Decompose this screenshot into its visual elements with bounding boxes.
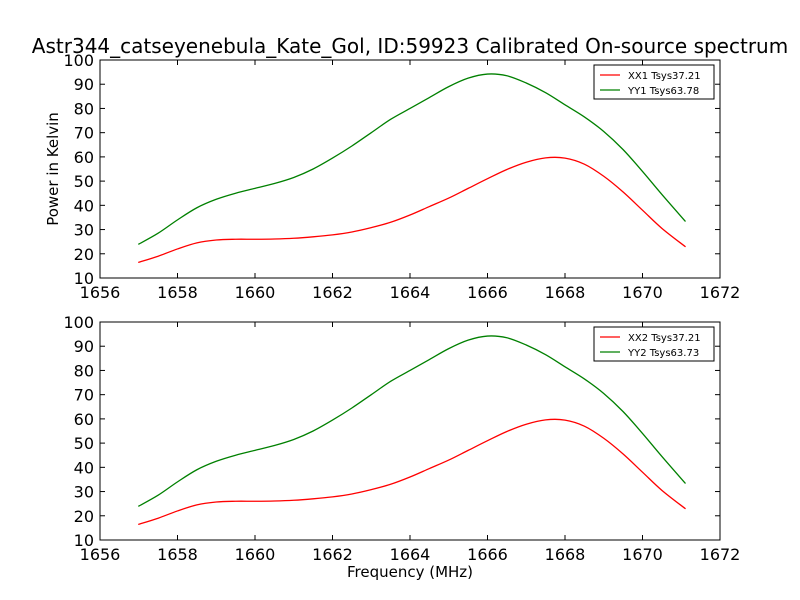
top-x-tick-label: 1664 xyxy=(390,283,431,302)
bottom-x-tick-label: 1660 xyxy=(235,545,276,564)
top-series-group xyxy=(138,73,686,263)
bottom-y-tick-label: 60 xyxy=(74,410,94,429)
top-y-tick-label: 80 xyxy=(74,99,94,118)
top-y-tick-label: 60 xyxy=(74,148,94,167)
top-x-tick-label: 1668 xyxy=(545,283,586,302)
top-x-tick-label: 1656 xyxy=(80,283,121,302)
top-legend-label-yy: YY1 Tsys63.78 xyxy=(627,86,699,97)
bottom-legend-label-xx: XX2 Tsys37.21 xyxy=(628,333,701,344)
bottom-series-group xyxy=(138,335,686,525)
bottom-panel: 1656 1658 1660 1662 1664 1666 1668 1670 1672 10 20… xyxy=(63,313,740,581)
bottom-x-tick-label: 1670 xyxy=(622,545,663,564)
bottom-x-tick-label: 1664 xyxy=(390,545,431,564)
bottom-x-tick-label: 1658 xyxy=(157,545,198,564)
bottom-x-tick-label: 1666 xyxy=(467,545,508,564)
bottom-legend-box xyxy=(593,326,715,362)
bottom-legend-label-yy: YY2 Tsys63.73 xyxy=(627,348,699,359)
top-y-tick-label: 90 xyxy=(74,75,94,94)
bottom-y-tick-label: 70 xyxy=(74,386,94,405)
top-y-tick-label: 10 xyxy=(74,269,94,288)
top-y-tick-label: 100 xyxy=(63,51,94,70)
bottom-series-line-xx xyxy=(138,418,686,525)
bottom-y-tick-label: 100 xyxy=(63,313,94,332)
top-legend-box xyxy=(593,64,715,100)
top-series-line-xx xyxy=(138,156,686,263)
bottom-series-line-yy xyxy=(138,335,686,507)
bottom-y-tick-label: 80 xyxy=(74,361,94,380)
top-y-tick-label: 70 xyxy=(74,124,94,143)
bottom-y-tick-label: 20 xyxy=(74,507,94,526)
chart-title: Astr344_catseyenebula_Kate_Gol, ID:59923… xyxy=(32,34,788,58)
top-y-tick-label: 30 xyxy=(74,221,94,240)
top-x-tick-label: 1658 xyxy=(157,283,198,302)
top-x-tick-label: 1660 xyxy=(235,283,276,302)
top-y-axis-label: Power in Kelvin xyxy=(44,112,62,226)
top-x-tick-label: 1672 xyxy=(700,283,741,302)
bottom-x-tick-label: 1662 xyxy=(312,545,353,564)
top-x-tick-label: 1662 xyxy=(312,283,353,302)
bottom-y-tick-label: 30 xyxy=(74,483,94,502)
top-y-tick-label: 20 xyxy=(74,245,94,264)
bottom-y-tick-label: 50 xyxy=(74,434,94,453)
bottom-y-tick-label: 40 xyxy=(74,458,94,477)
bottom-y-tick-label: 90 xyxy=(74,337,94,356)
top-series-line-yy xyxy=(138,73,686,245)
top-x-tick-label: 1666 xyxy=(467,283,508,302)
top-panel: 1656 1658 1660 1662 1664 1666 1668 1670 1672 10 20… xyxy=(44,51,740,302)
top-legend-label-xx: XX1 Tsys37.21 xyxy=(628,71,701,82)
top-y-tick-label: 40 xyxy=(74,196,94,215)
bottom-x-axis-label: Frequency (MHz) xyxy=(347,563,473,581)
bottom-legend: XX2 Tsys37.21 YY2 Tsys63.73 xyxy=(593,326,715,362)
top-legend: XX1 Tsys37.21 YY1 Tsys63.78 xyxy=(593,64,715,100)
bottom-y-tick-label: 10 xyxy=(74,531,94,550)
bottom-x-tick-label: 1656 xyxy=(80,545,121,564)
top-x-tick-label: 1670 xyxy=(622,283,663,302)
bottom-x-tick-label: 1668 xyxy=(545,545,586,564)
bottom-x-tick-label: 1672 xyxy=(700,545,741,564)
top-y-tick-label: 50 xyxy=(74,172,94,191)
